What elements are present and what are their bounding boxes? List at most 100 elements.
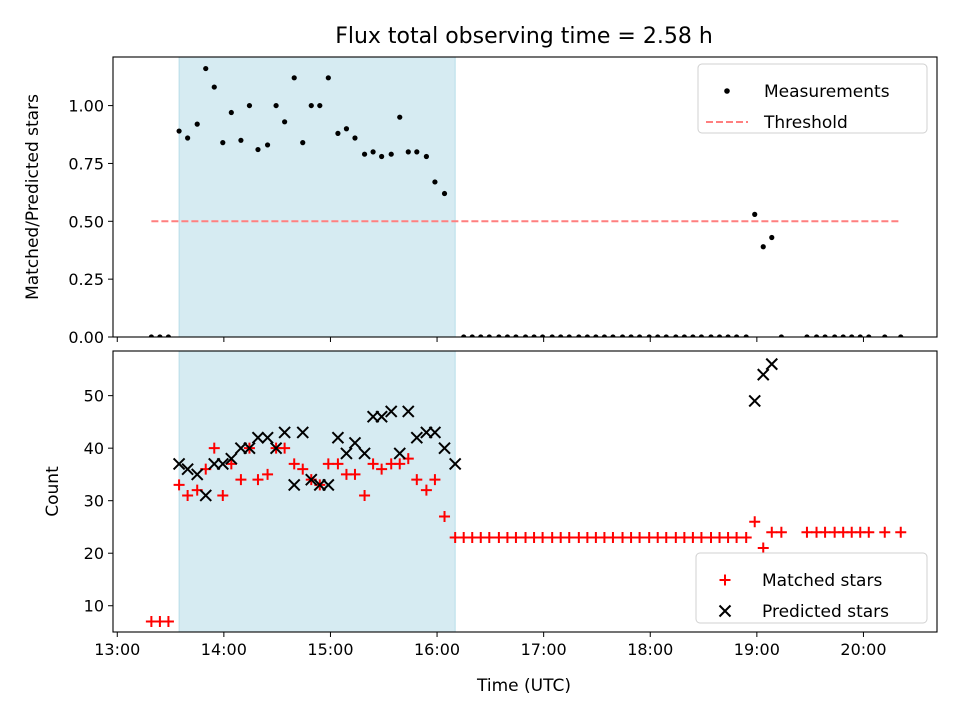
predicted-star-point (181, 462, 194, 476)
y-tick-label: 1.00 (68, 97, 104, 116)
measurement-point (601, 334, 608, 337)
legend-marker-predicted (718, 604, 732, 618)
legend-label: Matched stars (762, 571, 882, 591)
measurement-point (423, 153, 429, 160)
matched-star-point (322, 458, 334, 470)
matched-star-point (757, 542, 769, 554)
measurement-point (461, 334, 467, 337)
measurement-point (646, 334, 652, 337)
y-tick-label: 0.75 (68, 154, 104, 173)
measurement-point (558, 334, 564, 337)
matched-star-point (563, 531, 575, 543)
predicted-star-point (428, 426, 442, 439)
matched-star-point (394, 458, 406, 470)
predicted-star-point (191, 468, 204, 481)
matched-star-point (208, 442, 220, 454)
x-axis-label: Time (UTC) (476, 676, 571, 696)
measurement-point (388, 151, 394, 157)
observing-span (178, 350, 456, 633)
y-tick-label: 30 (84, 492, 104, 511)
measurement-point (496, 334, 502, 337)
measurement-point (813, 334, 820, 337)
predicted-star-point (322, 478, 335, 492)
axes-frame (112, 350, 938, 633)
x-tick-label: 13:00 (94, 640, 140, 659)
measurement-point (397, 114, 403, 120)
measurement-point (698, 334, 705, 337)
measurement-point (840, 334, 846, 337)
measurement-point (849, 334, 855, 337)
x-tick-label: 18:00 (627, 640, 673, 659)
series-predicted-stars (172, 357, 778, 502)
matched-star-point (731, 531, 743, 543)
measurement-point (486, 334, 492, 337)
x-tick-label: 15:00 (307, 640, 353, 659)
predicted-star-point (296, 426, 309, 439)
matched-star-point (775, 526, 787, 538)
measurement-point (300, 140, 306, 146)
measurement-point (264, 142, 271, 148)
measurement-point (769, 234, 775, 241)
measurement-point (469, 334, 475, 337)
axes-frame (112, 56, 938, 338)
matched-star-point (279, 442, 291, 454)
y-axis-label: Count (43, 466, 63, 517)
y-tick-label: 50 (84, 387, 104, 406)
matched-star-point (367, 458, 379, 470)
measurement-point (317, 102, 323, 109)
measurement-point (414, 149, 420, 155)
y-tick-label: 0.50 (68, 212, 104, 231)
measurement-point (857, 334, 863, 337)
measurement-point (708, 334, 714, 337)
measurement-point (576, 334, 582, 337)
predicted-star-point (448, 457, 462, 471)
measurement-point (681, 334, 687, 337)
measurement-point (478, 334, 484, 337)
measurement-point (549, 334, 555, 337)
measurement-point (778, 334, 784, 337)
measurement-point (211, 84, 217, 90)
measurement-point (246, 102, 253, 109)
predicted-star-point (261, 431, 274, 444)
predicted-star-point (358, 447, 371, 460)
matched-star-point (225, 458, 237, 470)
measurement-point (343, 126, 350, 132)
measurement-point (238, 137, 244, 143)
predicted-star-point (243, 441, 256, 455)
predicted-star-point (748, 394, 761, 408)
measurement-point (291, 75, 297, 81)
matched-star-point (863, 526, 875, 538)
measurement-point (157, 334, 163, 337)
predicted-star-point (251, 431, 265, 444)
measurement-point (619, 334, 626, 337)
predicted-star-point (765, 357, 778, 371)
series-measurements (148, 65, 904, 337)
measurement-point (655, 334, 661, 337)
predicted-star-point (385, 405, 398, 418)
predicted-star-point (225, 452, 238, 465)
measurement-point (522, 334, 529, 337)
measurement-point (220, 140, 226, 146)
matched-star-point (439, 510, 451, 522)
predicted-star-point (199, 489, 212, 502)
measurement-point (804, 334, 810, 337)
y-axis-label: Matched/Predicted stars (23, 94, 43, 300)
matched-star-point (297, 463, 309, 475)
matched-star-point (819, 526, 831, 538)
matched-star-point (537, 531, 549, 543)
x-tick-label: 16:00 (414, 640, 460, 659)
measurement-point (716, 334, 723, 337)
y-tick-label: 10 (84, 597, 104, 616)
x-tick-label: 14:00 (201, 640, 247, 659)
measurement-point (832, 334, 838, 337)
measurement-point (610, 334, 616, 337)
predicted-star-point (438, 441, 451, 455)
predicted-star-point (402, 405, 415, 418)
measurement-point (352, 135, 358, 141)
predicted-star-point (375, 410, 388, 423)
matched-star-point (182, 489, 194, 501)
top-panel: 0.00 0.25 0.50 0.75 1.00 Matched/Predicted st… (23, 56, 938, 347)
measurement-point (663, 334, 669, 337)
measurement-point (335, 130, 341, 136)
measurement-point (228, 109, 234, 116)
